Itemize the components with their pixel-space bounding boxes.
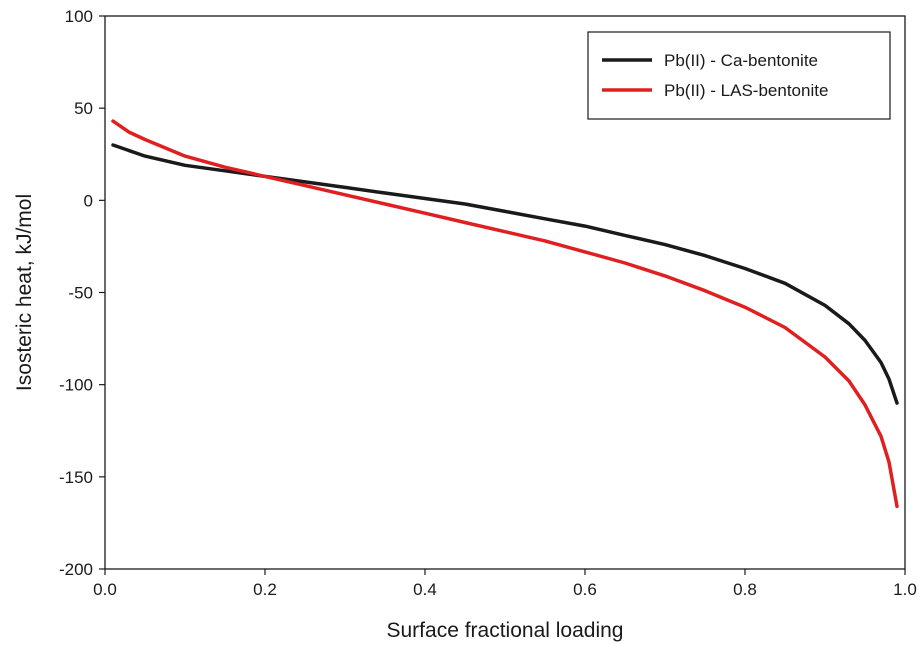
legend: Pb(II) - Ca-bentonite Pb(II) - LAS-bento… <box>587 31 891 120</box>
y-tick-label: -150 <box>59 468 93 487</box>
legend-label-las-bentonite: Pb(II) - LAS-bentonite <box>664 81 828 100</box>
legend-box <box>587 31 891 120</box>
x-tick-label: 0.2 <box>253 580 277 599</box>
y-tick-label: -200 <box>59 560 93 579</box>
x-tick-label: 0.4 <box>413 580 437 599</box>
x-tick-label: 1.0 <box>893 580 917 599</box>
y-tick-label: -50 <box>68 284 93 303</box>
y-axis-title: Isosteric heat, kJ/mol <box>13 194 36 391</box>
y-tick-label: -100 <box>59 376 93 395</box>
y-tick-label: 100 <box>65 7 93 26</box>
x-tick-label: 0.6 <box>573 580 597 599</box>
y-tick-label: 50 <box>74 99 93 118</box>
ticks-layer: 0.0 0.2 0.4 0.6 0.8 1.0 -200 -150 -100 -50 0 50 100 <box>59 7 917 599</box>
plot-frame <box>104 15 906 570</box>
x-tick-label: 0.8 <box>733 580 757 599</box>
y-tick-label: 0 <box>84 191 93 210</box>
x-tick-label: 0.0 <box>93 580 117 599</box>
x-axis-title: Surface fractional loading <box>387 619 624 642</box>
series-line-las-bentonite <box>111 119 899 509</box>
series-layer <box>111 119 899 509</box>
series-line-ca-bentonite <box>111 143 899 405</box>
legend-label-ca-bentonite: Pb(II) - Ca-bentonite <box>664 51 818 70</box>
